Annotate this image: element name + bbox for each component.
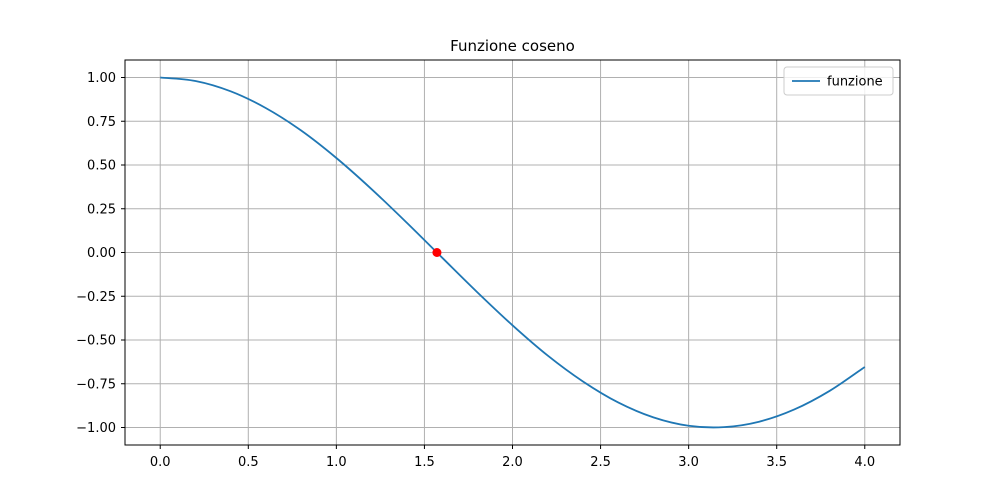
- x-tick-label: 3.0: [678, 455, 699, 470]
- x-tick-label: 0.5: [238, 455, 259, 470]
- ticks: 0.0 0.5 1.0 1.5 2.0 2.5 3.0 3.5 4.0 1.00 0.75 0.50 0…: [76, 71, 875, 470]
- y-tick-label: 0.00: [87, 246, 116, 261]
- red-point-marker: [432, 248, 442, 257]
- legend-box: [783, 66, 894, 96]
- x-tick-label: 2.0: [502, 455, 523, 470]
- y-tick-label: −0.50: [76, 334, 116, 349]
- grid: [125, 60, 900, 445]
- x-tick-label: 4.0: [854, 455, 875, 470]
- series-line: [160, 76, 866, 429]
- legend-label: funzione: [827, 75, 883, 90]
- y-tick-label: −0.75: [76, 377, 116, 392]
- series-layer: [160, 76, 866, 429]
- y-tick-label: −0.25: [76, 290, 116, 305]
- x-tick-label: 1.5: [414, 455, 435, 470]
- marker-layer: [432, 248, 442, 257]
- x-tick-label: 3.5: [766, 455, 787, 470]
- x-tick-label: 0.0: [150, 455, 171, 470]
- y-tick-label: 1.00: [87, 71, 116, 86]
- legend: funzione: [783, 66, 894, 96]
- y-tick-label: 0.75: [87, 115, 116, 130]
- x-tick-label: 1.0: [326, 455, 347, 470]
- y-tick-label: 0.50: [87, 159, 116, 174]
- chart-title: Funzione coseno: [450, 37, 575, 55]
- y-tick-label: 0.25: [87, 202, 116, 217]
- x-tick-label: 2.5: [590, 455, 611, 470]
- y-tick-label: −1.00: [76, 421, 116, 436]
